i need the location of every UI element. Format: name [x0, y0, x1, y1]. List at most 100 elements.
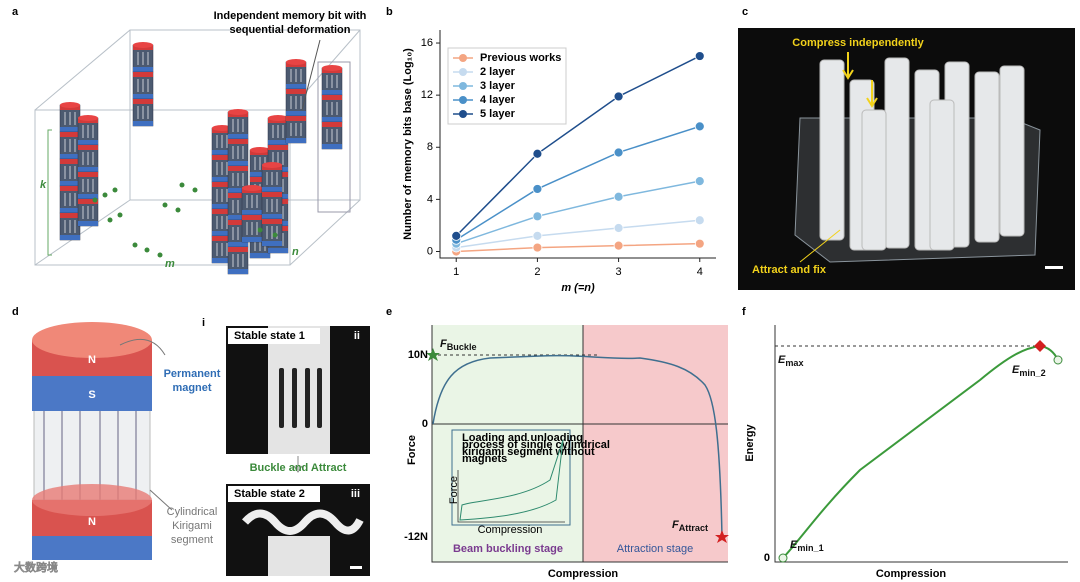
pole: S: [88, 389, 95, 401]
panel-label: a: [12, 6, 19, 18]
magnet-blue: [60, 181, 80, 186]
magnet-red: [60, 213, 80, 218]
magnet-red: [228, 193, 248, 198]
column: [819, 59, 845, 241]
magnet-blue: [78, 140, 98, 145]
data-point: [694, 215, 705, 226]
magnet-red: [133, 99, 153, 104]
legend-marker: [459, 110, 467, 118]
magnet-red: [78, 172, 98, 177]
e-max-main: E: [778, 354, 786, 366]
label-k: k: [40, 179, 47, 191]
legend-label: Previous works: [480, 52, 561, 64]
inset-x-label: Compression: [478, 524, 543, 536]
f-buckle-sub: Buckle: [447, 342, 477, 352]
magnet-blue: [60, 154, 80, 159]
series-line: [456, 219, 700, 249]
magnet-red: [60, 132, 80, 137]
magnet-blue: [262, 187, 282, 192]
magnet-blue: [78, 194, 98, 199]
grid-dot: [112, 187, 118, 193]
energy-curve: [782, 344, 1059, 559]
magnet-label: Permanent: [164, 368, 221, 380]
magnet-red: [286, 89, 306, 94]
e-min1-sub: min_1: [797, 543, 823, 553]
data-point: [532, 242, 543, 253]
x-tick-label: 4: [697, 266, 703, 278]
magnet-blue: [78, 167, 98, 172]
magnet-red: [212, 236, 232, 241]
data-point: [613, 147, 624, 158]
arrow: [842, 52, 878, 108]
caption-bg: [228, 486, 320, 502]
grid-dot: [102, 192, 108, 198]
label-m: m: [165, 258, 175, 270]
state-label: Stable state 1: [234, 330, 305, 342]
segment-label: Cylindrical: [167, 506, 218, 518]
specimen: [268, 536, 330, 576]
buckled-struts: [242, 509, 364, 535]
annotation: sequential deformation: [229, 24, 350, 36]
state-tag: iii: [351, 488, 360, 500]
y-axis-label: Force: [406, 435, 418, 465]
magnet-blue: [268, 248, 288, 253]
magnet-blue: [250, 172, 270, 177]
magnet-top: [262, 162, 282, 168]
y-tick-label: 0: [427, 245, 433, 257]
legend-marker: [459, 96, 467, 104]
magnet-blue: [286, 138, 306, 143]
magnet-blue: [322, 144, 342, 149]
data-point: [694, 176, 705, 187]
magnet-top: [228, 109, 248, 115]
panel-label: f: [742, 306, 746, 318]
magnet-red: [78, 145, 98, 150]
legend-label: 2 layer: [480, 66, 516, 78]
magnet-bottom-top: [32, 484, 152, 516]
data-point: [613, 223, 624, 233]
e-min2-sub: min_2: [1019, 368, 1045, 378]
x-tick-label: 3: [616, 266, 622, 278]
magnet-red: [228, 166, 248, 171]
e-max: Emax: [778, 354, 804, 369]
y-tick-label: -12N: [404, 531, 428, 543]
magnet-top: [268, 115, 288, 121]
legend-label: 4 layer: [480, 94, 516, 106]
legend-label: 5 layer: [480, 108, 516, 120]
magnet-blue: [133, 67, 153, 72]
magnet-blue: [286, 111, 306, 116]
series-line: [455, 125, 700, 241]
x-axis-label: Compression: [548, 568, 619, 580]
min-marker: [1053, 355, 1063, 365]
grid-dot: [192, 187, 198, 193]
min-marker: [778, 553, 788, 563]
grid-dot: [92, 197, 98, 203]
magnet-red: [78, 199, 98, 204]
magnet-blue: [133, 121, 153, 126]
grid-dot: [157, 252, 163, 258]
column: [861, 109, 887, 251]
segment-label: segment: [171, 534, 213, 546]
magnet-top: [250, 147, 270, 153]
magnet-blue: [242, 237, 262, 242]
frame: [774, 325, 1068, 563]
magnet-blue: [60, 208, 80, 213]
slit: [279, 368, 284, 428]
magnet-red: [60, 159, 80, 164]
column: [974, 71, 1000, 243]
magnet-blue: [286, 84, 306, 89]
magnet-red: [228, 139, 248, 144]
y-tick-label: 0: [764, 552, 770, 564]
magnet-red: [212, 182, 232, 187]
annotation-arrow: [301, 39, 321, 111]
magnet-red: [268, 145, 288, 150]
pole: N: [88, 516, 96, 528]
slit: [305, 368, 310, 428]
magnet-blue: [212, 258, 232, 263]
magnet-label: magnet: [172, 382, 211, 394]
column: [884, 57, 910, 249]
grid-dot: [162, 202, 168, 208]
magnet-red: [228, 220, 248, 225]
e-min2: Emin_2: [1012, 364, 1046, 379]
magnet-red: [60, 186, 80, 191]
data-point: [694, 121, 705, 132]
